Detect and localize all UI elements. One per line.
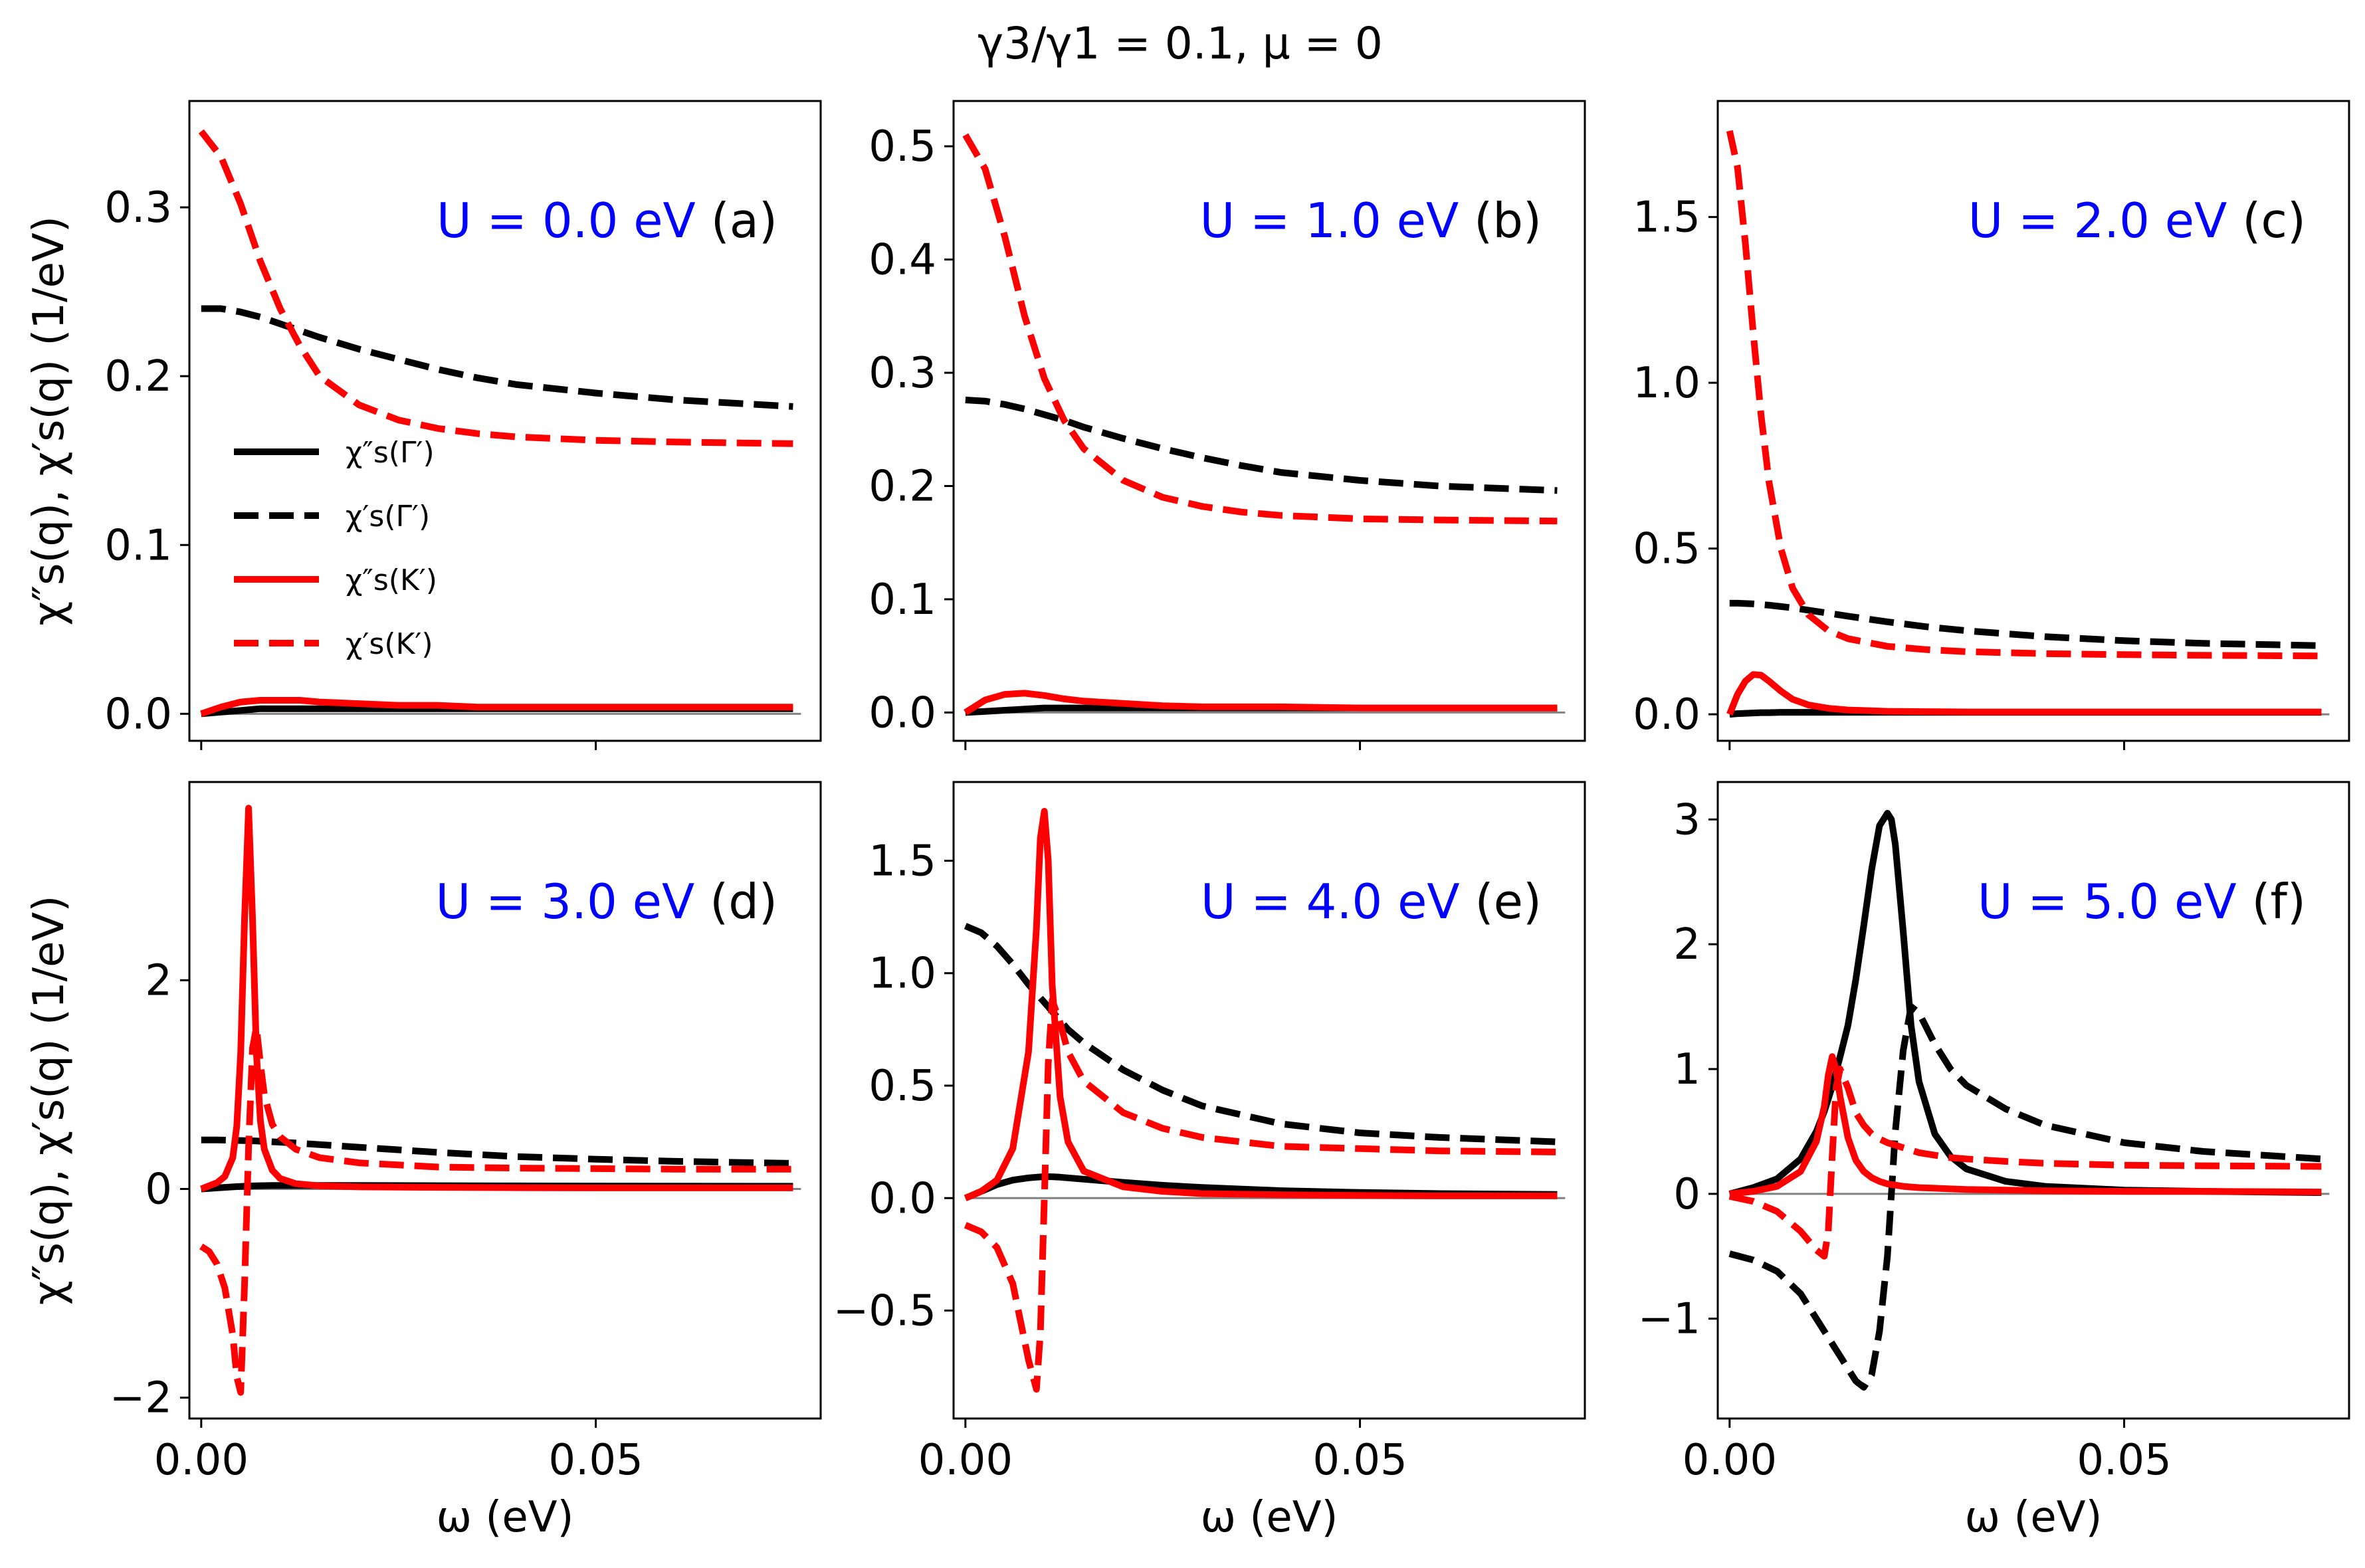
panel-annotation: U = 3.0 eV (d) [435, 874, 777, 930]
legend-label: χ″s(K′) [346, 563, 437, 597]
y-tick-label: 0.5 [1633, 525, 1700, 574]
y-axis-label: χ″s(q), χ′s(q) (1/eV) [25, 216, 74, 626]
axes-frame [952, 100, 1586, 742]
series-line-kprime-dashed [198, 129, 793, 447]
series-line-kprime-solid [964, 808, 1558, 1201]
series-line-kprime-dashed [964, 997, 1558, 1393]
u-value-label: U = 5.0 eV [1978, 874, 2252, 930]
x-tick-label: 0.05 [548, 1436, 643, 1485]
figure-suptitle: γ3/γ1 = 0.1, μ = 0 [977, 18, 1383, 69]
y-tick-label: 0 [145, 1165, 172, 1214]
series-line-gamma-dashed [965, 397, 1558, 494]
panel-letter: (a) [711, 193, 777, 248]
series-line-kprime-dashed [1728, 1066, 2322, 1260]
y-tick-label: 1.0 [1633, 359, 1700, 408]
panel-annotation: U = 5.0 eV (f) [1978, 874, 2306, 930]
y-tick-label: 0.0 [1633, 690, 1700, 739]
y-tick-label: 0.1 [869, 575, 936, 625]
y-tick-label: 1 [1673, 1045, 1700, 1094]
u-value-label: U = 1.0 eV [1199, 193, 1474, 248]
x-tick-label: 0.00 [154, 1436, 249, 1485]
y-tick-label: −1 [1638, 1295, 1700, 1344]
legend-label: χ″s(Γ′) [346, 436, 435, 470]
u-value-label: U = 4.0 eV [1201, 874, 1475, 930]
panel-letter: (e) [1475, 874, 1542, 930]
panel-d: −2 0 2 0.00 0.05 ω (eV) χ″s(q), χ′s(q) (1/eV) U… [25, 781, 822, 1542]
legend: χ″s(Γ′) χ′s(Γ′) χ″s(K′) χ′s(K′) [234, 436, 437, 661]
x-tick-label: 0.00 [1683, 1436, 1778, 1485]
panel-e: −0.5 0.0 0.5 1.0 1.5 0.00 0.05 ω (eV) U = 4.0 eV… [833, 781, 1586, 1542]
panel-letter: (b) [1474, 193, 1542, 248]
panel-letter: (d) [710, 874, 777, 930]
axes-frame [1716, 781, 2350, 1420]
y-tick-label: 1.0 [869, 949, 936, 999]
y-tick-label: 2 [145, 956, 172, 1005]
series-line-gamma-solid [964, 1173, 1558, 1201]
x-tick-label: 0.05 [1312, 1436, 1407, 1485]
series-line-gamma-dashed [201, 305, 793, 410]
axes-frame [188, 100, 822, 742]
u-value-label: U = 3.0 eV [435, 874, 710, 930]
axes-frame [188, 781, 822, 1420]
x-axis-label: ω (eV) [436, 1493, 573, 1542]
x-axis-label: ω (eV) [1964, 1493, 2102, 1542]
series-line-kprime-solid [964, 690, 1558, 716]
x-tick-label: 0.00 [918, 1436, 1013, 1485]
y-tick-label: 0.2 [104, 352, 172, 401]
u-value-label: U = 2.0 eV [1968, 193, 2243, 248]
u-value-label: U = 0.0 eV [437, 193, 711, 248]
legend-label: χ′s(Γ′) [346, 500, 430, 534]
y-axis-label: χ″s(q), χ′s(q) (1/eV) [25, 896, 74, 1306]
series-line-kprime-solid [1729, 1053, 2322, 1197]
series-line-kprime-dashed [962, 133, 1558, 525]
series-line-kprime-dashed [199, 1024, 793, 1396]
panel-f: −1 0 1 2 3 0.00 0.05 ω (eV) U = 5.0 eV (f) [1638, 781, 2350, 1542]
series-line-kprime-solid [1726, 671, 2322, 716]
y-tick-label: 0.0 [869, 688, 936, 737]
legend-label: χ′s(K′) [346, 627, 433, 661]
y-tick-label: 0.2 [869, 462, 936, 512]
x-axis-label: ω (eV) [1200, 1493, 1338, 1542]
y-tick-label: 0 [1673, 1170, 1700, 1219]
axes-frame [1716, 100, 2350, 742]
y-tick-label: 3 [1673, 795, 1700, 844]
y-tick-label: 1.5 [1633, 193, 1700, 243]
panel-annotation: U = 2.0 eV (c) [1968, 193, 2306, 248]
series-line-kprime-dashed [1726, 130, 2322, 660]
y-tick-label: 0.0 [104, 690, 172, 739]
y-tick-label: 2 [1673, 920, 1700, 969]
series-line-gamma-dashed [1728, 1003, 2322, 1391]
panel-annotation: U = 0.0 eV (a) [437, 193, 777, 248]
panel-a: 0.0 0.1 0.2 0.3 χ″s(q), χ′s(q) (1/eV) U = 0.0… [25, 100, 822, 750]
y-tick-label: −0.5 [833, 1287, 936, 1336]
series-line-kprime-solid [199, 805, 793, 1193]
y-tick-label: 0.0 [869, 1174, 936, 1223]
y-tick-label: −2 [110, 1374, 172, 1423]
y-tick-label: 0.1 [104, 521, 172, 570]
panel-letter: (c) [2242, 193, 2306, 248]
series-line-gamma-dashed [1729, 599, 2322, 649]
panel-annotation: U = 1.0 eV (b) [1199, 193, 1542, 248]
y-tick-label: 0.5 [869, 1062, 936, 1111]
axes-frame [952, 781, 1586, 1420]
series-line-kprime-solid [200, 697, 793, 718]
panel-b: 0.0 0.1 0.2 0.3 0.4 0.5 U = 1.0 eV (b) [869, 100, 1586, 750]
panel-letter: (f) [2251, 874, 2306, 930]
y-tick-label: 0.3 [104, 183, 172, 233]
y-tick-label: 1.5 [869, 836, 936, 886]
panel-annotation: U = 4.0 eV (e) [1201, 874, 1542, 930]
panel-c: 0.0 0.5 1.0 1.5 U = 2.0 eV (c) [1633, 100, 2350, 750]
y-tick-label: 0.4 [869, 236, 936, 285]
y-tick-label: 0.5 [869, 122, 936, 171]
y-tick-label: 0.3 [869, 349, 936, 398]
x-tick-label: 0.05 [2077, 1436, 2172, 1485]
